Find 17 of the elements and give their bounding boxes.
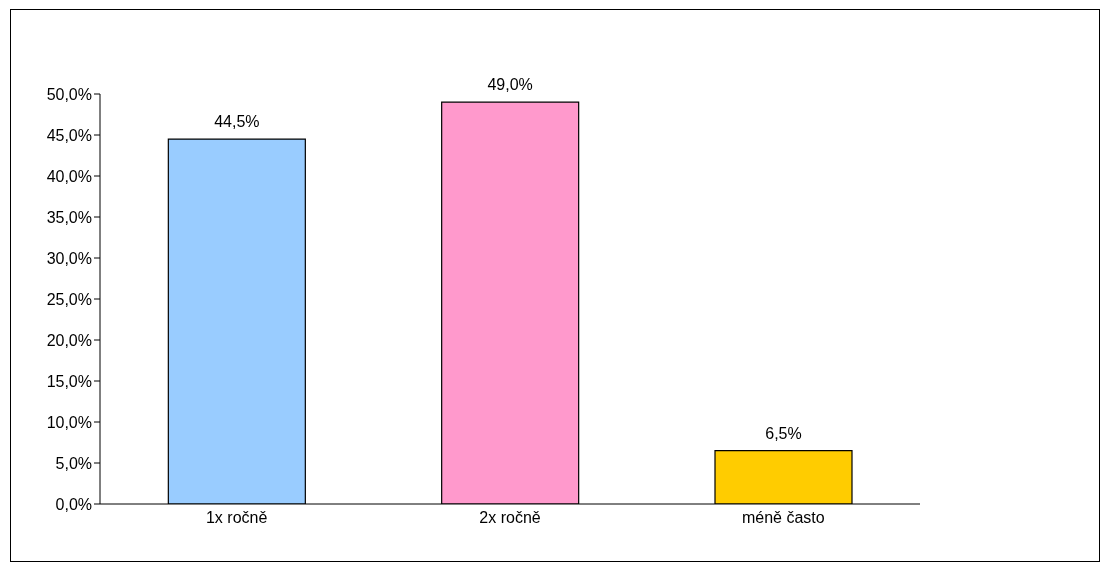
- y-tick-label: 40,0%: [46, 167, 92, 185]
- y-tick-label: 0,0%: [55, 495, 92, 513]
- x-tick-label: 1x ročně: [205, 509, 268, 527]
- y-tick-label: 10,0%: [46, 413, 92, 431]
- data-label: 6,5%: [765, 424, 802, 442]
- data-label: 49,0%: [487, 76, 533, 94]
- y-tick-label: 45,0%: [46, 126, 92, 144]
- y-tick-label: 50,0%: [46, 85, 92, 103]
- y-tick-label: 30,0%: [46, 249, 92, 267]
- data-label: 44,5%: [214, 113, 260, 131]
- y-tick-label: 25,0%: [46, 290, 92, 308]
- y-tick-label: 35,0%: [46, 208, 92, 226]
- y-tick-label: 5,0%: [55, 454, 92, 472]
- x-tick-label: méně často: [741, 509, 825, 527]
- y-tick-label: 20,0%: [46, 331, 92, 349]
- x-tick-label: 2x ročně: [479, 509, 541, 527]
- y-tick-label: 15,0%: [46, 372, 92, 390]
